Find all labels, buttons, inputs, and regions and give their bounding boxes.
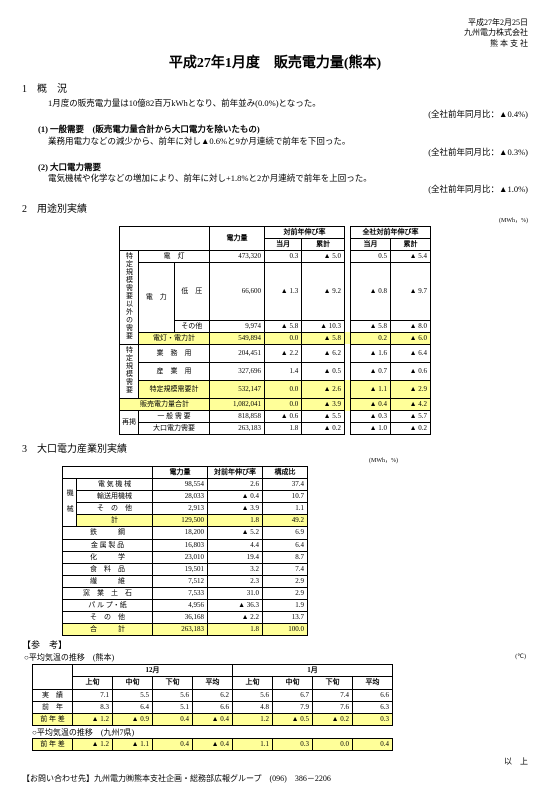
section-1-1-text: 業務用電力などの減少から、前年に対し▲0.6%と9か月連続で前年を下回った。 xyxy=(48,136,528,147)
section-1-heading: 1 概 況 xyxy=(22,83,528,96)
header-block: 平成27年2月25日 九州電力株式会社 熊 本 支 社 xyxy=(22,18,528,49)
section-2-heading: 2 用途別実績 xyxy=(22,203,528,216)
end-mark: 以 上 xyxy=(22,757,528,767)
section-1-text: 1月度の販売電力量は10億82百万kWhとなり、前年並み(0.0%)となった。 xyxy=(48,98,528,109)
table-industry: 電力量 対前年伸び率 構成比 機 械電 気 機 械98,5542.637.4輸送… xyxy=(62,466,308,636)
header-date: 平成27年2月25日 xyxy=(22,18,528,28)
footer-contact: 【お問い合わせ先】九州電力㈱熊本支社企画・総務部広報グループ (096) 386… xyxy=(22,774,528,784)
header-branch: 熊 本 支 社 xyxy=(22,39,528,49)
table-temp-kyushu: 前 年 差▲ 1.2▲ 1.10.4▲ 0.41.10.30.00.4 xyxy=(32,738,393,751)
section-2-unit: (MWh，%) xyxy=(22,218,528,226)
ref-unit: (℃) xyxy=(460,652,528,664)
reference-heading: 【参 考】 xyxy=(22,640,528,652)
ref-t2: ○平均気温の推移 (九州7県) xyxy=(32,728,528,738)
section-1-1-note: (全社前年同月比：▲0.3%) xyxy=(22,147,528,158)
section-3-unit: (MWh，%) xyxy=(22,458,528,466)
header-company: 九州電力株式会社 xyxy=(22,28,528,38)
section-3-heading: 3 大口電力産業別実績 xyxy=(22,443,528,456)
page-title: 平成27年1月度 販売電力量(熊本) xyxy=(22,55,528,73)
ref-t1: ○平均気温の推移 (熊本) xyxy=(22,652,460,664)
section-1-2-text: 電気機械や化学などの増加により、前年に対し+1.8%と2か月連続で前年を上回った… xyxy=(48,173,528,184)
table-usage: 電力量 対前年伸び率 全社対前年伸び率 当月累計 当月累計 特定規模需要以外の需… xyxy=(119,226,431,436)
section-1-1-heading: (1) 一般需要 (販売電力量合計から大口電力を除いたもの) xyxy=(38,124,528,135)
section-1-2-heading: (2) 大口電力需要 xyxy=(38,162,528,173)
table-temp-kumamoto: 12月1月 上旬中旬下旬平均 上旬中旬下旬平均 実 績7.15.55.66.25… xyxy=(32,664,393,725)
section-1-note: (全社前年同月比：▲0.4%) xyxy=(22,109,528,120)
section-1-2-note: (全社前年同月比：▲1.0%) xyxy=(22,184,528,195)
